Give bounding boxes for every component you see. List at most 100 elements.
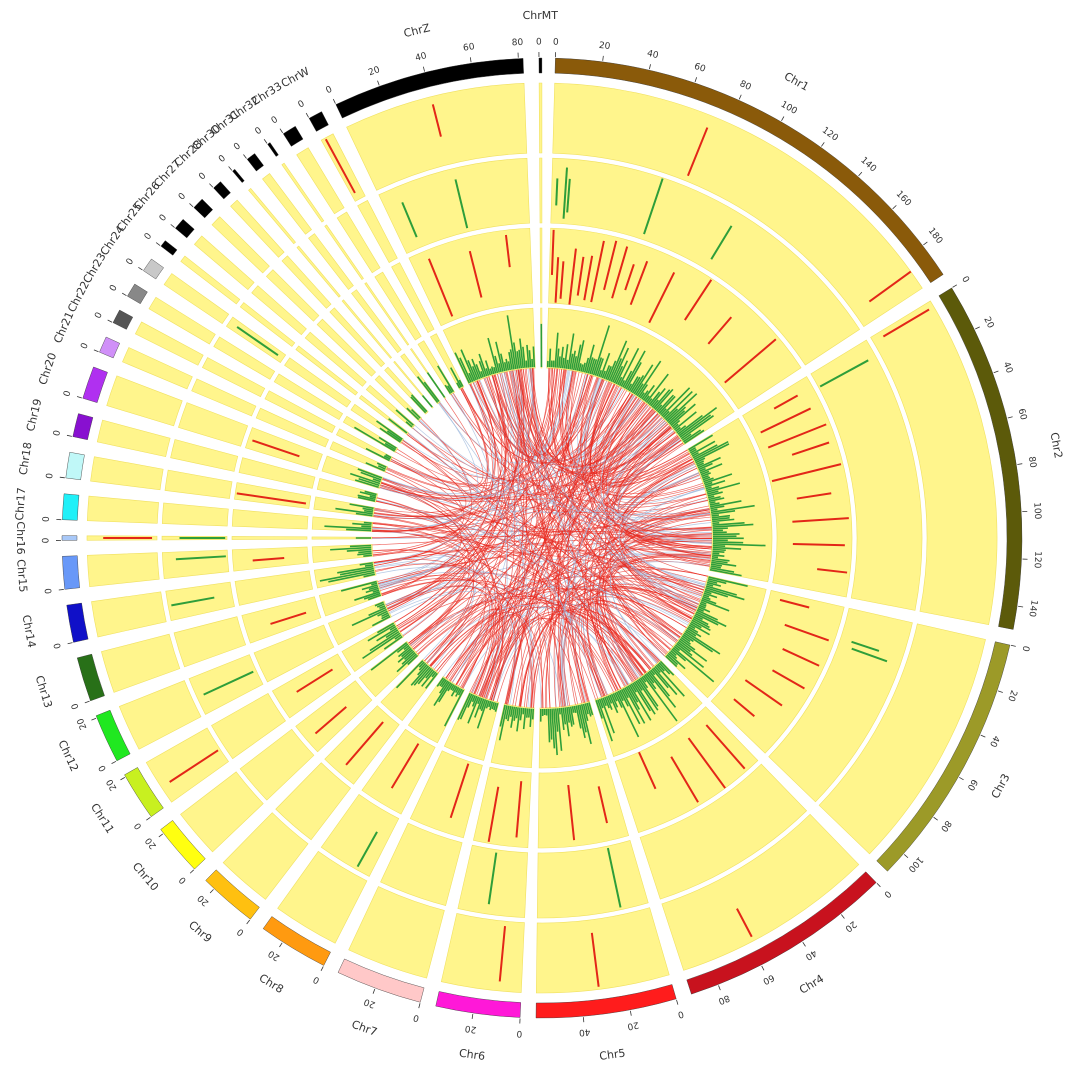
track-1-bg-Chr15 <box>87 552 160 588</box>
histogram-bar-432 <box>449 367 462 388</box>
histogram-bar-40 <box>618 347 640 386</box>
histogram-bar-413 <box>378 436 397 449</box>
tick-Chr31-0 <box>243 154 247 159</box>
tick-label-Chr1-0: 0 <box>553 38 559 48</box>
tick-label-Chr4-20: 20 <box>843 918 858 933</box>
track-1-mark-6 <box>169 749 219 783</box>
histogram-bar-421 <box>410 408 421 419</box>
tick-Chr1-60 <box>694 77 698 83</box>
track-2-bg-Chr26 <box>251 285 307 336</box>
track-3-bg-Chr24 <box>284 357 352 408</box>
link-379 <box>620 472 700 506</box>
histogram-bar-366 <box>368 585 379 591</box>
tick-label-Chr21-0: 0 <box>79 341 91 350</box>
tick-Chr10-20 <box>158 833 164 838</box>
histogram-bar-319 <box>440 679 448 688</box>
histogram-bar-269 <box>549 708 553 740</box>
link-416 <box>618 465 697 610</box>
histogram-bar-84 <box>680 415 714 440</box>
link-388 <box>511 370 661 661</box>
tick-label-Chr26-0: 0 <box>158 213 170 224</box>
histogram-bar-369 <box>340 580 377 592</box>
link-56 <box>374 439 467 517</box>
histogram-bar-294 <box>489 701 494 711</box>
link-57 <box>436 601 660 672</box>
histogram-bar-233 <box>619 689 629 707</box>
histogram-bar-105 <box>701 474 709 479</box>
chr-label-Chr4: Chr4 <box>797 972 826 997</box>
histogram-bar-171 <box>699 602 707 607</box>
histogram-bar-27 <box>596 358 604 377</box>
histogram-bar-122 <box>710 505 725 510</box>
track-3-mark-25 <box>784 623 830 642</box>
tick-label-Chr8-0: 0 <box>312 973 322 985</box>
track-2-bg-Chr28 <box>281 255 332 309</box>
link-225 <box>378 574 503 700</box>
tick-Chr4-40 <box>802 941 806 947</box>
histogram-bar-338 <box>401 647 412 658</box>
chr-label-Chr1: Chr1 <box>782 70 811 94</box>
track-3-bg-Chr2 <box>742 376 853 598</box>
link-404 <box>415 533 712 653</box>
link-324 <box>517 369 678 641</box>
histogram-bar-312 <box>450 686 458 697</box>
track-3-bg-Chr26 <box>304 331 367 387</box>
track-3-mark-32 <box>670 756 699 803</box>
ideogram-Chr25 <box>160 240 178 256</box>
track-1-mark-0 <box>686 127 709 177</box>
histogram-bar-301 <box>477 697 482 705</box>
histogram-bar-43 <box>623 350 646 389</box>
track-1-bg-Chr31 <box>262 173 312 235</box>
track-3-mark-46 <box>252 439 300 458</box>
link-383 <box>438 608 498 689</box>
histogram-bar-64 <box>655 404 663 412</box>
ideogram-Chr11 <box>124 767 164 818</box>
histogram-bar-352 <box>371 615 391 627</box>
histogram-bar-66 <box>658 395 676 414</box>
histogram-bar-263 <box>560 707 565 731</box>
chr-label-Chr9: Chr9 <box>186 918 214 945</box>
histogram-bar-386 <box>361 525 372 528</box>
histogram-bar-408 <box>365 447 390 462</box>
histogram-bar-102 <box>699 463 723 474</box>
link-74 <box>561 371 593 457</box>
track-2-bg-Chr5 <box>536 840 649 919</box>
histogram-bar-147 <box>712 554 725 557</box>
histogram-bar-252 <box>580 704 592 745</box>
link-330 <box>518 369 712 553</box>
histogram-bar-291 <box>494 702 499 712</box>
tick-Chr32-0 <box>263 139 268 144</box>
tick-Chr2-140 <box>1018 605 1024 608</box>
histogram-bar-339 <box>397 646 411 658</box>
link-224 <box>496 373 631 462</box>
histogram-bar-431 <box>456 382 461 389</box>
track-3-mark-37 <box>487 786 500 842</box>
histogram-bar-359 <box>376 603 385 608</box>
histogram-bar-341 <box>396 643 409 653</box>
link-70 <box>413 597 483 667</box>
track-3-mark-44 <box>252 557 285 562</box>
link-47 <box>493 561 710 701</box>
link-179 <box>624 513 711 585</box>
histogram-bar-69 <box>662 410 670 418</box>
histogram-bar-376 <box>359 562 373 566</box>
histogram-bar-310 <box>455 687 461 697</box>
histogram-bar-305 <box>467 694 475 708</box>
histogram-bar-281 <box>519 707 523 721</box>
track-2-bg-Chr14 <box>165 581 235 622</box>
histogram-bar-117 <box>708 495 721 501</box>
track-4-bg-Chr28 <box>384 366 429 415</box>
histogram-bar-88 <box>688 434 714 451</box>
histogram-bar-25 <box>592 325 611 376</box>
histogram-bar-91 <box>690 440 716 456</box>
link-143 <box>371 527 712 539</box>
track-4-bg-ChrZ <box>442 307 536 385</box>
tick-label-Chr1-80: 80 <box>738 79 753 93</box>
tick-label-Chr31-0: 0 <box>232 141 243 153</box>
histogram-bar-55 <box>642 384 655 401</box>
histogram-bar-457 <box>507 361 511 371</box>
tick-label-Chr2-0: 0 <box>959 275 971 285</box>
link-358 <box>479 617 596 700</box>
tick-label-Chr11-0: 0 <box>133 820 145 831</box>
link-368 <box>529 368 639 679</box>
